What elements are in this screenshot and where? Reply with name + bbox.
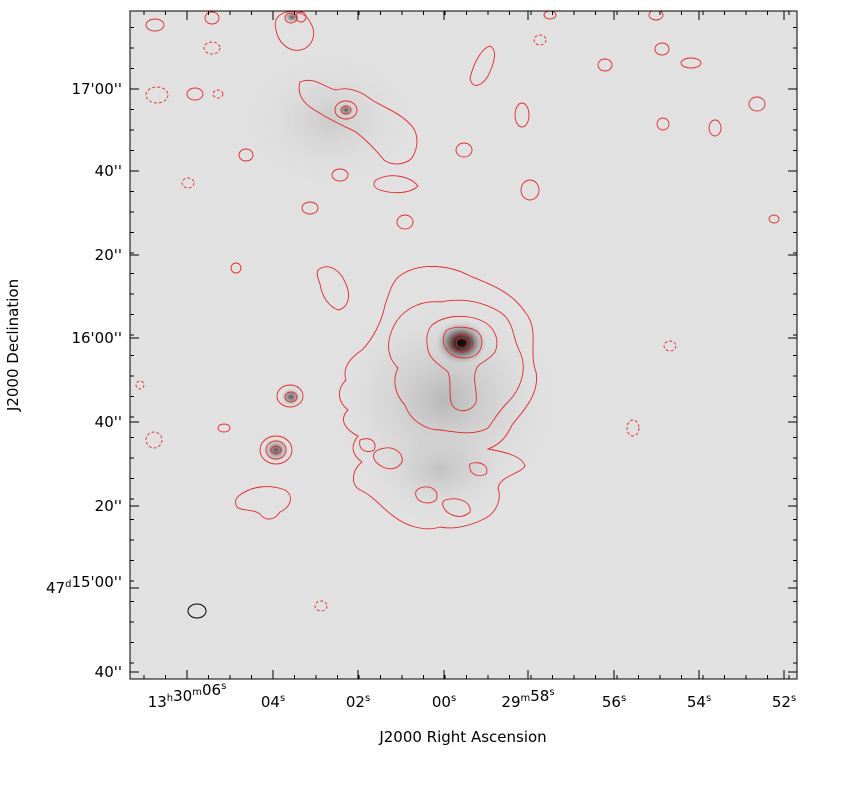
contour-companion bbox=[270, 445, 282, 455]
contour-noise bbox=[331, 168, 349, 182]
contour-negative bbox=[626, 419, 640, 437]
contour-companion bbox=[265, 440, 287, 460]
contour-noise bbox=[514, 102, 530, 128]
contour-level-5 bbox=[450, 333, 474, 353]
contour-negative bbox=[533, 34, 547, 46]
contour-noise bbox=[597, 58, 613, 72]
contour-north-filament bbox=[316, 266, 349, 311]
y-tick-label: 40'' bbox=[95, 413, 122, 431]
contour-knot bbox=[284, 391, 298, 403]
contour-noise bbox=[768, 214, 780, 224]
y-tick-label: 47d15'00'' bbox=[46, 573, 122, 597]
contour-negative bbox=[145, 86, 169, 104]
contour-knot bbox=[340, 105, 352, 115]
x-tick-label: 02s bbox=[346, 693, 370, 711]
y-tick-label: 20'' bbox=[95, 497, 122, 515]
contour-noise bbox=[238, 148, 254, 162]
contour-level-4 bbox=[442, 326, 483, 359]
contour-north-filament bbox=[274, 11, 314, 51]
contour-arm-inner bbox=[442, 498, 471, 517]
contour-noise bbox=[654, 42, 670, 56]
contour-noise bbox=[543, 11, 557, 20]
contour-negative bbox=[181, 177, 195, 189]
contour-arm-inner bbox=[469, 462, 488, 476]
contour-arm-inner bbox=[359, 438, 376, 452]
contour-noise bbox=[230, 262, 242, 274]
contour-negative bbox=[203, 41, 221, 55]
x-tick-label: 13h30m06s bbox=[148, 681, 227, 711]
x-axis-title: J2000 Right Ascension bbox=[378, 728, 546, 746]
contour-noise bbox=[204, 11, 220, 25]
x-tick-label: 54s bbox=[687, 693, 711, 711]
y-tick-labels: 17'00'' 40'' 20'' 16'00'' 40'' 20'' 47d15'00''… bbox=[46, 80, 122, 681]
contour-negative bbox=[135, 380, 145, 390]
contour-noise bbox=[708, 119, 722, 137]
contour-level-1 bbox=[339, 265, 538, 530]
contour-level-2 bbox=[388, 299, 524, 434]
contour-noise bbox=[520, 179, 540, 201]
x-tick-label: 04s bbox=[261, 693, 285, 711]
y-axis-title: J2000 Declination bbox=[4, 279, 22, 412]
x-tick-label: 52s bbox=[772, 693, 796, 711]
x-tick-labels: 13h30m06s 04s 02s 00s 29m58s 56s 54s 52s bbox=[148, 681, 796, 711]
contour-noise bbox=[396, 214, 414, 230]
contour-knot bbox=[284, 12, 298, 24]
contour-overlay bbox=[135, 11, 780, 612]
contour-negative bbox=[145, 431, 163, 449]
intensity-image bbox=[130, 11, 797, 679]
contour-knot bbox=[334, 100, 358, 120]
beam-ellipse bbox=[187, 603, 207, 619]
contour-north-filament bbox=[373, 175, 419, 194]
y-tick-label: 20'' bbox=[95, 246, 122, 264]
x-tick-label: 29m58s bbox=[501, 687, 554, 711]
contour-noise bbox=[455, 142, 473, 158]
contour-noise bbox=[186, 87, 204, 101]
contour-noise bbox=[145, 18, 165, 32]
y-tick-label: 40'' bbox=[95, 162, 122, 180]
x-tick-label: 56s bbox=[602, 693, 626, 711]
contour-noise bbox=[648, 11, 664, 21]
contour-negative bbox=[212, 89, 224, 99]
x-tick-label: 00s bbox=[432, 693, 456, 711]
contour-companion bbox=[259, 435, 293, 465]
contour-arm-inner bbox=[415, 486, 438, 504]
contour-knot bbox=[276, 384, 304, 408]
contour-noise bbox=[295, 11, 307, 23]
contour-tail bbox=[235, 486, 291, 520]
contour-negative bbox=[314, 600, 328, 612]
contour-negative bbox=[663, 340, 677, 352]
contour-level-6 bbox=[455, 337, 469, 349]
contour-level-3 bbox=[426, 315, 498, 412]
contour-arm-inner bbox=[373, 447, 403, 470]
contour-noise bbox=[656, 117, 670, 131]
contour-noise bbox=[748, 96, 766, 112]
contour-north-filament bbox=[298, 79, 418, 165]
contour-noise bbox=[217, 423, 231, 433]
plot-frame bbox=[129, 10, 798, 680]
y-tick-label: 40'' bbox=[95, 663, 122, 681]
y-tick-label: 17'00'' bbox=[71, 80, 122, 98]
contour-noise bbox=[680, 57, 702, 69]
axis-ticks bbox=[130, 11, 797, 679]
contour-north-filament bbox=[469, 45, 495, 86]
y-tick-label: 16'00'' bbox=[71, 329, 122, 347]
contour-noise bbox=[301, 201, 319, 215]
